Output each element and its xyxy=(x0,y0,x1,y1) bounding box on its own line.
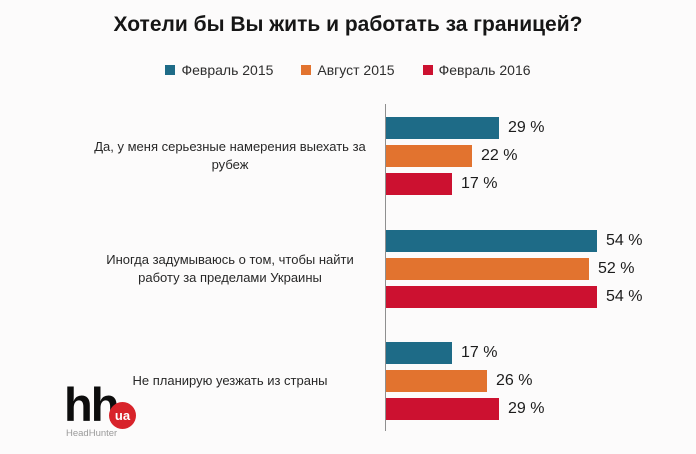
category-label: Не планирую уезжать из страны xyxy=(132,373,328,388)
bar-value-label: 54 % xyxy=(606,232,643,249)
bar xyxy=(386,230,597,252)
bar xyxy=(386,370,487,392)
logo-ua-circle: ua xyxy=(109,402,136,429)
chart-title: Хотели бы Вы жить и работать за границей… xyxy=(113,13,583,36)
bar-value-label: 26 % xyxy=(496,372,533,389)
bar xyxy=(386,145,472,167)
bar-value-label: 54 % xyxy=(606,288,643,305)
legend-item: Февраль 2016 xyxy=(422,62,531,78)
legend-swatch-icon xyxy=(422,65,433,75)
bar-value-label: 29 % xyxy=(508,400,545,417)
legend-swatch-icon xyxy=(301,65,312,75)
bar xyxy=(386,286,597,308)
y-axis-line xyxy=(385,104,386,431)
legend-item: Февраль 2015 xyxy=(165,62,273,78)
bar xyxy=(386,342,452,364)
bar xyxy=(386,258,589,280)
legend: Февраль 2015 Август 2015 Февраль 2016 xyxy=(0,60,696,80)
bar-value-label: 22 % xyxy=(481,147,518,164)
category-label: Иногда задумываюсь о том, чтобы найти ра… xyxy=(106,252,354,285)
bar xyxy=(386,117,499,139)
bar xyxy=(386,173,452,195)
bar-value-label: 17 % xyxy=(461,175,498,192)
bar-value-label: 29 % xyxy=(508,119,545,136)
legend-swatch-icon xyxy=(165,65,176,75)
bar-value-label: 17 % xyxy=(461,344,498,361)
legend-label: Август 2015 xyxy=(317,62,395,78)
category-label: Да, у меня серьезные намерения выехать з… xyxy=(94,139,366,172)
legend-label: Февраль 2016 xyxy=(438,62,531,78)
logo-ua-text: ua xyxy=(114,408,131,423)
logo-caption: HeadHunter xyxy=(66,428,118,439)
legend-label: Февраль 2015 xyxy=(181,62,274,78)
bar-value-label: 52 % xyxy=(598,260,635,277)
legend-item: Август 2015 xyxy=(301,62,395,78)
bar xyxy=(386,398,499,420)
